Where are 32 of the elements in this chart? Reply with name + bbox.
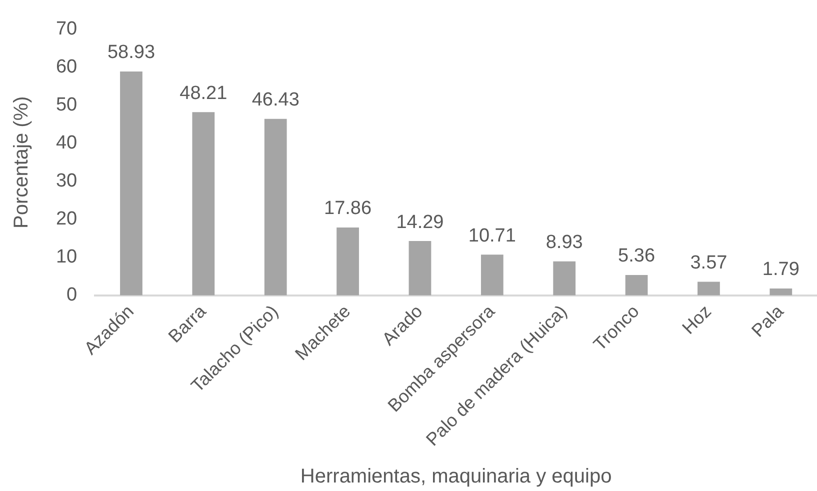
y-tick-label: 0	[66, 284, 78, 306]
bar	[553, 261, 576, 296]
bar	[192, 112, 215, 296]
data-label: 3.57	[690, 252, 728, 274]
y-tick-label: 70	[56, 18, 78, 40]
bar	[625, 274, 648, 296]
data-label: 10.71	[468, 225, 516, 246]
data-label: 17.86	[324, 198, 372, 220]
bar	[264, 118, 287, 296]
data-label: 8.93	[546, 232, 583, 254]
y-tick-label: 10	[56, 246, 78, 268]
data-label: 46.43	[252, 90, 300, 111]
y-tick-label: 50	[56, 94, 78, 116]
x-tick-label: Pala	[748, 300, 788, 341]
bar	[770, 288, 792, 296]
y-tick-label: 20	[56, 208, 78, 230]
bar	[698, 282, 720, 296]
y-tick-label: 40	[56, 132, 78, 154]
y-tick-label: 60	[56, 56, 78, 78]
data-label: 5.36	[618, 246, 656, 267]
y-axis-title: Porcentaje (%)	[10, 96, 33, 228]
bar	[480, 254, 504, 296]
x-axis-title: Herramientas, maquinaria y equipo	[300, 466, 612, 488]
x-tick-label: Hoz	[678, 301, 716, 338]
bar	[336, 227, 359, 296]
data-label: 48.21	[180, 82, 228, 104]
bar	[120, 71, 142, 296]
data-label: 58.93	[107, 42, 155, 64]
data-label: 14.29	[396, 212, 444, 233]
bar	[408, 241, 432, 296]
y-tick-label: 30	[56, 170, 78, 192]
data-label: 1.79	[762, 259, 800, 280]
